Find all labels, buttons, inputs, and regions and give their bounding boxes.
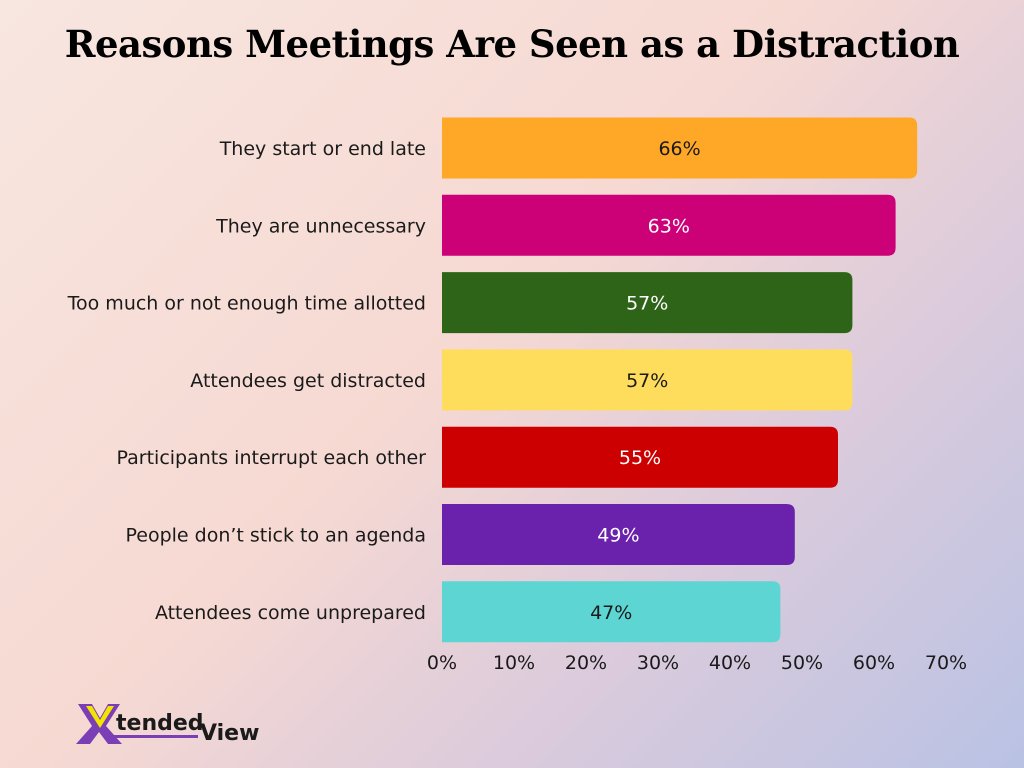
- data-label: 63%: [648, 215, 690, 237]
- data-label: 66%: [658, 138, 700, 160]
- category-label: Participants interrupt each other: [117, 447, 427, 469]
- category-label: People don’t stick to an agenda: [125, 525, 426, 547]
- xtendedview-logo: tended View: [76, 704, 259, 746]
- x-tick-label: 70%: [925, 652, 967, 674]
- x-tick-label: 0%: [427, 652, 457, 674]
- x-tick-label: 20%: [565, 652, 607, 674]
- x-tick-label: 50%: [781, 652, 823, 674]
- category-label: They are unnecessary: [215, 215, 426, 237]
- x-tick-label: 10%: [493, 652, 535, 674]
- x-tick-label: 60%: [853, 652, 895, 674]
- chart-title: Reasons Meetings Are Seen as a Distracti…: [64, 22, 960, 66]
- bar: [442, 426, 838, 488]
- data-label: 55%: [619, 447, 661, 469]
- bar: [442, 272, 853, 334]
- data-label: 57%: [626, 293, 668, 315]
- x-tick-label: 40%: [709, 652, 751, 674]
- category-label: They start or end late: [219, 138, 426, 160]
- bar: [442, 581, 781, 643]
- x-tick-label: 30%: [637, 652, 679, 674]
- data-label: 47%: [590, 602, 632, 624]
- data-label: 57%: [626, 370, 668, 392]
- svg-text:View: View: [200, 721, 259, 746]
- bar: [442, 117, 918, 179]
- category-label: Attendees get distracted: [190, 370, 426, 392]
- bar: [442, 504, 795, 565]
- svg-text:tended: tended: [116, 711, 204, 736]
- bar: [442, 194, 896, 256]
- category-label: Too much or not enough time allotted: [67, 293, 426, 315]
- category-label: Attendees come unprepared: [155, 602, 426, 624]
- bar-chart: They start or end late 66% They are unnece…: [67, 117, 967, 674]
- data-label: 49%: [597, 525, 639, 547]
- bar: [442, 349, 853, 411]
